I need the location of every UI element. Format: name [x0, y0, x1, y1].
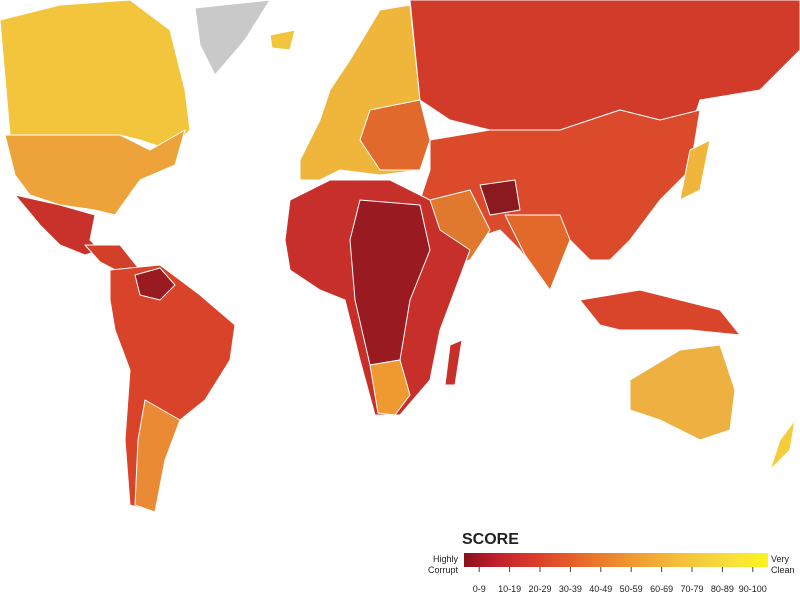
legend: SCORE Highly Corrupt Very Clean 0-9 10-19…	[428, 531, 795, 594]
afghanistan	[479, 179, 521, 216]
legend-range-label: 40-49	[589, 584, 612, 594]
legend-range-label: 10-19	[498, 584, 521, 594]
india	[504, 214, 571, 291]
usa	[4, 129, 186, 216]
legend-range-label: 50-59	[620, 584, 643, 594]
new-zealand	[769, 419, 796, 471]
chile-argentina	[134, 399, 181, 513]
legend-range-label: 30-39	[559, 584, 582, 594]
legend-title: SCORE	[462, 531, 519, 548]
legend-range-label: 20-29	[528, 584, 551, 594]
madagascar	[444, 339, 463, 386]
canada	[0, 0, 191, 151]
legend-bar	[464, 553, 768, 567]
greenland	[194, 0, 271, 76]
australia	[629, 344, 736, 441]
legend-high-label: Very	[771, 554, 790, 564]
indonesia	[579, 289, 741, 336]
countries	[0, 0, 800, 513]
legend-low-label: Corrupt	[428, 565, 459, 575]
legend-range-label: 80-89	[711, 584, 734, 594]
russia	[409, 0, 800, 131]
legend-range-label: 60-69	[650, 584, 673, 594]
legend-scale: 0-9 10-19 20-29 30-39 40-49 50-59 60-69 70-79 80…	[464, 553, 768, 594]
iceland	[269, 29, 296, 51]
legend-low-label: Highly	[433, 554, 459, 564]
venezuela	[134, 267, 176, 301]
southern-africa	[369, 359, 411, 416]
legend-high-label: Clean	[771, 565, 795, 575]
legend-range-label: 0-9	[473, 584, 486, 594]
legend-range-label: 90-100	[739, 584, 767, 594]
legend-range-label: 70-79	[680, 584, 703, 594]
japan	[679, 139, 711, 201]
south-america	[109, 264, 236, 513]
